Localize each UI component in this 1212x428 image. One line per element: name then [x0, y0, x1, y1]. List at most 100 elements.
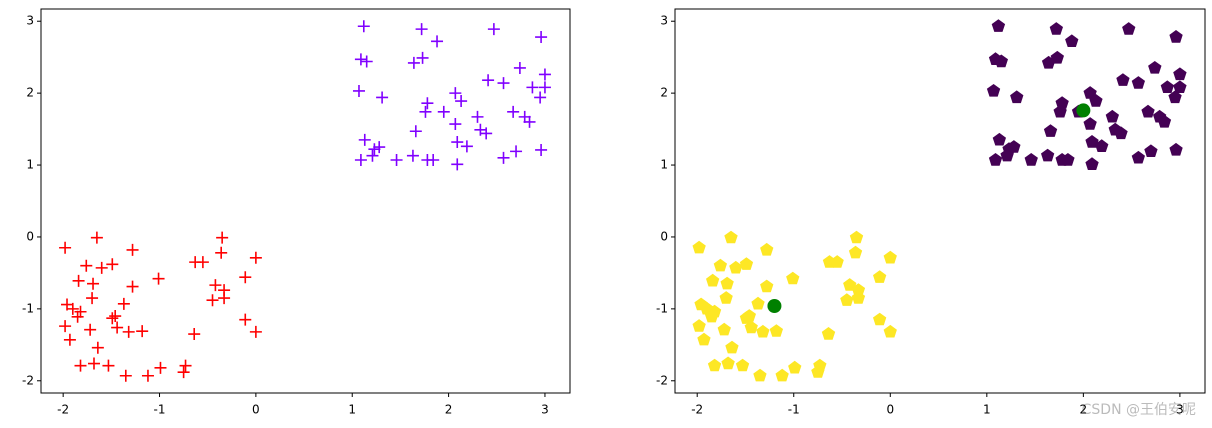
point — [407, 56, 420, 69]
x-tick-label: 2 — [445, 403, 453, 417]
point — [1095, 139, 1109, 152]
y-tick-label: 2 — [26, 86, 34, 100]
point — [352, 84, 365, 97]
point — [59, 320, 72, 333]
point — [74, 305, 87, 318]
point — [421, 97, 434, 110]
point — [84, 323, 97, 336]
point — [419, 105, 432, 118]
point — [851, 291, 866, 304]
point — [216, 231, 229, 244]
point — [106, 312, 119, 325]
point — [510, 145, 523, 158]
point — [152, 272, 165, 285]
point — [119, 369, 132, 382]
point — [471, 110, 484, 123]
point — [480, 127, 493, 140]
center-point — [1076, 103, 1091, 118]
subplot: -2 -1 0 1 2 3 -2 -1 0 1 2 3 — [22, 8, 571, 417]
point — [1131, 76, 1145, 89]
point — [1055, 96, 1069, 109]
point — [1173, 67, 1187, 81]
point — [744, 320, 758, 334]
point — [883, 250, 897, 264]
y-tick-label: 0 — [660, 229, 668, 243]
point — [1000, 148, 1014, 162]
point — [188, 328, 201, 341]
point — [437, 105, 450, 118]
point — [72, 274, 85, 287]
point — [415, 23, 428, 36]
point — [830, 255, 844, 268]
point — [1024, 153, 1038, 166]
point — [91, 341, 104, 354]
point — [706, 273, 720, 287]
y-tick-label: -2 — [22, 373, 34, 387]
point — [1122, 22, 1136, 35]
point — [80, 259, 93, 272]
point — [487, 23, 500, 36]
point — [63, 333, 76, 346]
y-tick-label: -1 — [656, 301, 668, 315]
point — [986, 84, 1001, 97]
point — [849, 230, 864, 244]
x-tick-label: 0 — [252, 403, 260, 417]
y-tick-label: -2 — [656, 373, 668, 387]
point — [848, 245, 863, 259]
point — [215, 246, 228, 259]
x-tick-label: -2 — [691, 403, 703, 417]
point — [811, 365, 825, 378]
point — [1007, 140, 1021, 153]
point — [1105, 109, 1119, 123]
x-tick-label: 3 — [541, 403, 549, 417]
x-tick-label: 1 — [348, 403, 356, 417]
point — [86, 292, 99, 305]
point — [756, 324, 770, 338]
point — [497, 77, 510, 90]
point — [1085, 157, 1099, 170]
point — [102, 359, 115, 372]
point — [992, 132, 1006, 146]
point — [534, 91, 547, 104]
point — [74, 359, 87, 372]
point — [354, 53, 367, 66]
point — [1010, 90, 1024, 104]
point — [1131, 150, 1145, 164]
point — [720, 276, 734, 290]
point — [122, 325, 135, 338]
point — [249, 325, 262, 338]
point — [136, 325, 149, 338]
point — [760, 279, 774, 293]
point — [451, 158, 464, 171]
point — [1169, 30, 1183, 43]
point — [883, 324, 897, 338]
point — [366, 149, 379, 162]
center-point — [767, 298, 782, 313]
point — [409, 125, 422, 138]
point — [742, 309, 756, 322]
point — [239, 313, 252, 326]
point — [373, 141, 386, 154]
point — [692, 240, 706, 254]
point — [1053, 104, 1067, 118]
x-tick-label: -2 — [57, 403, 69, 417]
point — [719, 291, 733, 304]
point — [357, 20, 370, 33]
point — [1144, 144, 1158, 157]
point — [707, 358, 722, 372]
point — [526, 81, 539, 94]
axes-frame — [40, 8, 571, 394]
point — [538, 81, 551, 94]
point — [1168, 90, 1182, 104]
point — [1173, 80, 1187, 93]
point — [354, 154, 367, 167]
point — [840, 293, 854, 306]
point — [507, 105, 520, 118]
point — [1116, 73, 1130, 86]
point — [713, 258, 727, 272]
subplot: -2 -1 0 1 2 3 -2 -1 0 1 2 3 — [656, 8, 1206, 417]
point — [1157, 114, 1172, 128]
y-tick-label: 0 — [26, 229, 34, 243]
watermark: CSDN @王伯安呢 — [1082, 402, 1196, 418]
